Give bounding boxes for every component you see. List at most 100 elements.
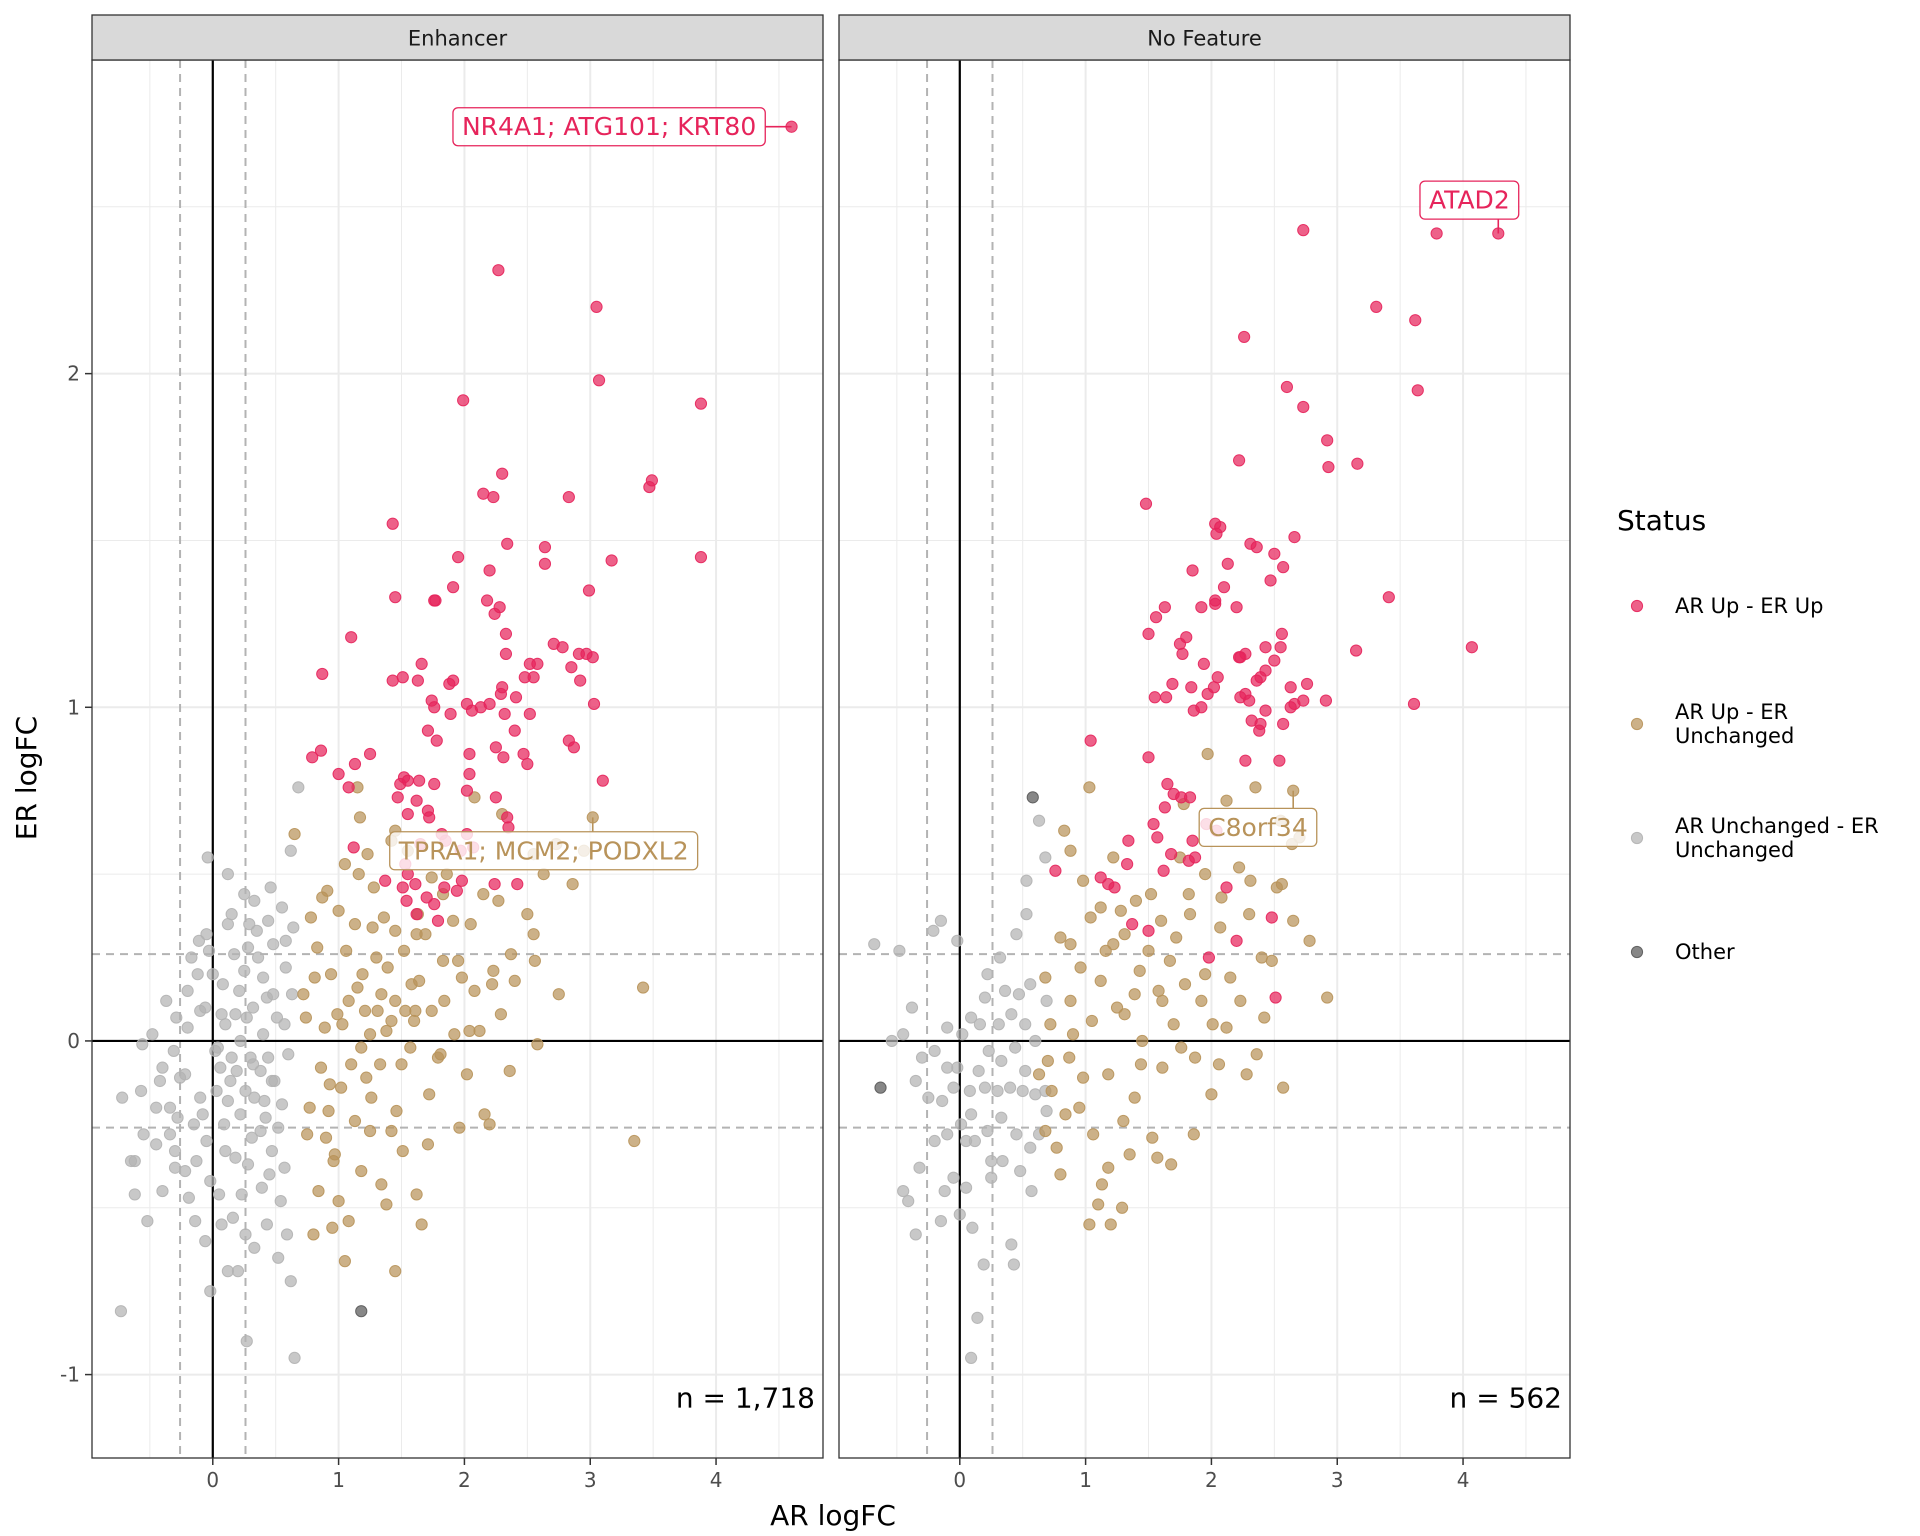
data-point <box>485 978 499 991</box>
data-point <box>206 968 219 981</box>
data-point <box>240 1011 253 1024</box>
data-point <box>278 1161 291 1174</box>
data-point <box>221 868 234 881</box>
data-point <box>355 1041 368 1054</box>
data-point <box>1158 601 1171 614</box>
data-point <box>1243 908 1256 921</box>
data-point <box>251 951 265 964</box>
data-point <box>288 827 301 841</box>
data-point <box>1156 994 1169 1007</box>
point-label: TPRA1; MCM2; PODXL2 <box>389 817 699 871</box>
data-point <box>434 1048 447 1061</box>
data-point <box>450 884 463 897</box>
data-point <box>1126 918 1139 931</box>
data-point <box>280 1228 294 1241</box>
data-point <box>1134 1058 1148 1071</box>
data-point <box>1197 657 1210 671</box>
data-point <box>1163 954 1177 967</box>
legend-key <box>1630 831 1644 845</box>
data-point <box>1269 991 1282 1004</box>
data-point <box>141 1215 154 1228</box>
data-point <box>1199 868 1212 881</box>
data-point <box>1321 434 1334 447</box>
data-point <box>304 911 318 924</box>
data-point <box>487 964 500 977</box>
data-point <box>474 701 487 714</box>
data-point <box>1175 1041 1188 1054</box>
data-point <box>263 1168 276 1181</box>
data-point <box>267 988 280 1001</box>
data-point <box>1114 904 1127 917</box>
data-point <box>134 1084 148 1098</box>
data-point <box>951 1061 964 1074</box>
data-point <box>487 490 500 504</box>
data-point <box>355 1164 368 1178</box>
data-point <box>501 537 514 550</box>
data-point <box>390 1104 403 1118</box>
data-point <box>592 374 606 387</box>
data-point <box>1202 951 1216 964</box>
data-point <box>234 1108 247 1121</box>
point-label-box <box>1419 180 1520 220</box>
data-point <box>366 921 379 934</box>
data-point <box>1239 754 1252 767</box>
data-point <box>258 1094 271 1108</box>
data-point <box>497 751 510 764</box>
data-point <box>1284 701 1297 714</box>
data-point <box>494 1008 508 1021</box>
data-point <box>521 908 534 921</box>
data-point <box>1115 1201 1129 1214</box>
x-axis-ticks: 0 1 2 3 4 <box>953 1458 1469 1492</box>
data-point <box>181 984 194 997</box>
data-point <box>438 881 451 894</box>
data-point <box>1010 1128 1023 1141</box>
data-point <box>396 881 409 894</box>
data-point <box>1275 627 1288 640</box>
x-axis-title: AR logFC <box>770 1499 896 1532</box>
data-point <box>954 1118 968 1131</box>
data-point <box>473 1024 486 1038</box>
data-point <box>995 1111 1008 1124</box>
data-point <box>596 774 609 787</box>
data-point <box>928 1134 941 1148</box>
data-point <box>452 551 465 564</box>
x-tick-label: 1 <box>1079 1468 1092 1492</box>
data-point <box>218 1118 231 1131</box>
data-point <box>246 1001 260 1014</box>
data-point <box>477 487 490 500</box>
series-other <box>355 1305 368 1318</box>
data-point <box>1019 1064 1032 1078</box>
data-point <box>985 1171 998 1184</box>
data-point <box>324 968 338 981</box>
data-point <box>389 591 402 604</box>
data-point <box>385 1014 398 1028</box>
data-point <box>1430 227 1443 240</box>
data-point <box>292 781 305 794</box>
data-point <box>221 918 234 931</box>
data-point <box>321 884 334 897</box>
data-point <box>1182 854 1195 867</box>
data-point <box>212 1188 226 1201</box>
data-point <box>275 1098 289 1111</box>
data-point <box>446 914 460 927</box>
data-point <box>1084 911 1097 924</box>
data-point <box>385 1124 398 1138</box>
data-point <box>982 1044 995 1058</box>
data-point <box>1370 300 1383 314</box>
data-point <box>1217 581 1231 594</box>
data-point <box>1259 704 1272 717</box>
legend-label: AR Up - ER Up <box>1675 594 1824 618</box>
data-point <box>444 707 457 721</box>
data-point <box>1039 1124 1052 1138</box>
data-point <box>420 891 433 904</box>
data-point <box>355 1305 368 1318</box>
data-point <box>391 791 404 804</box>
data-point <box>1195 701 1208 714</box>
data-point <box>574 674 587 687</box>
data-point <box>503 1064 516 1078</box>
data-point <box>202 944 216 957</box>
data-point <box>1087 1128 1100 1141</box>
data-point <box>1201 687 1214 701</box>
legend-key <box>1630 717 1644 731</box>
